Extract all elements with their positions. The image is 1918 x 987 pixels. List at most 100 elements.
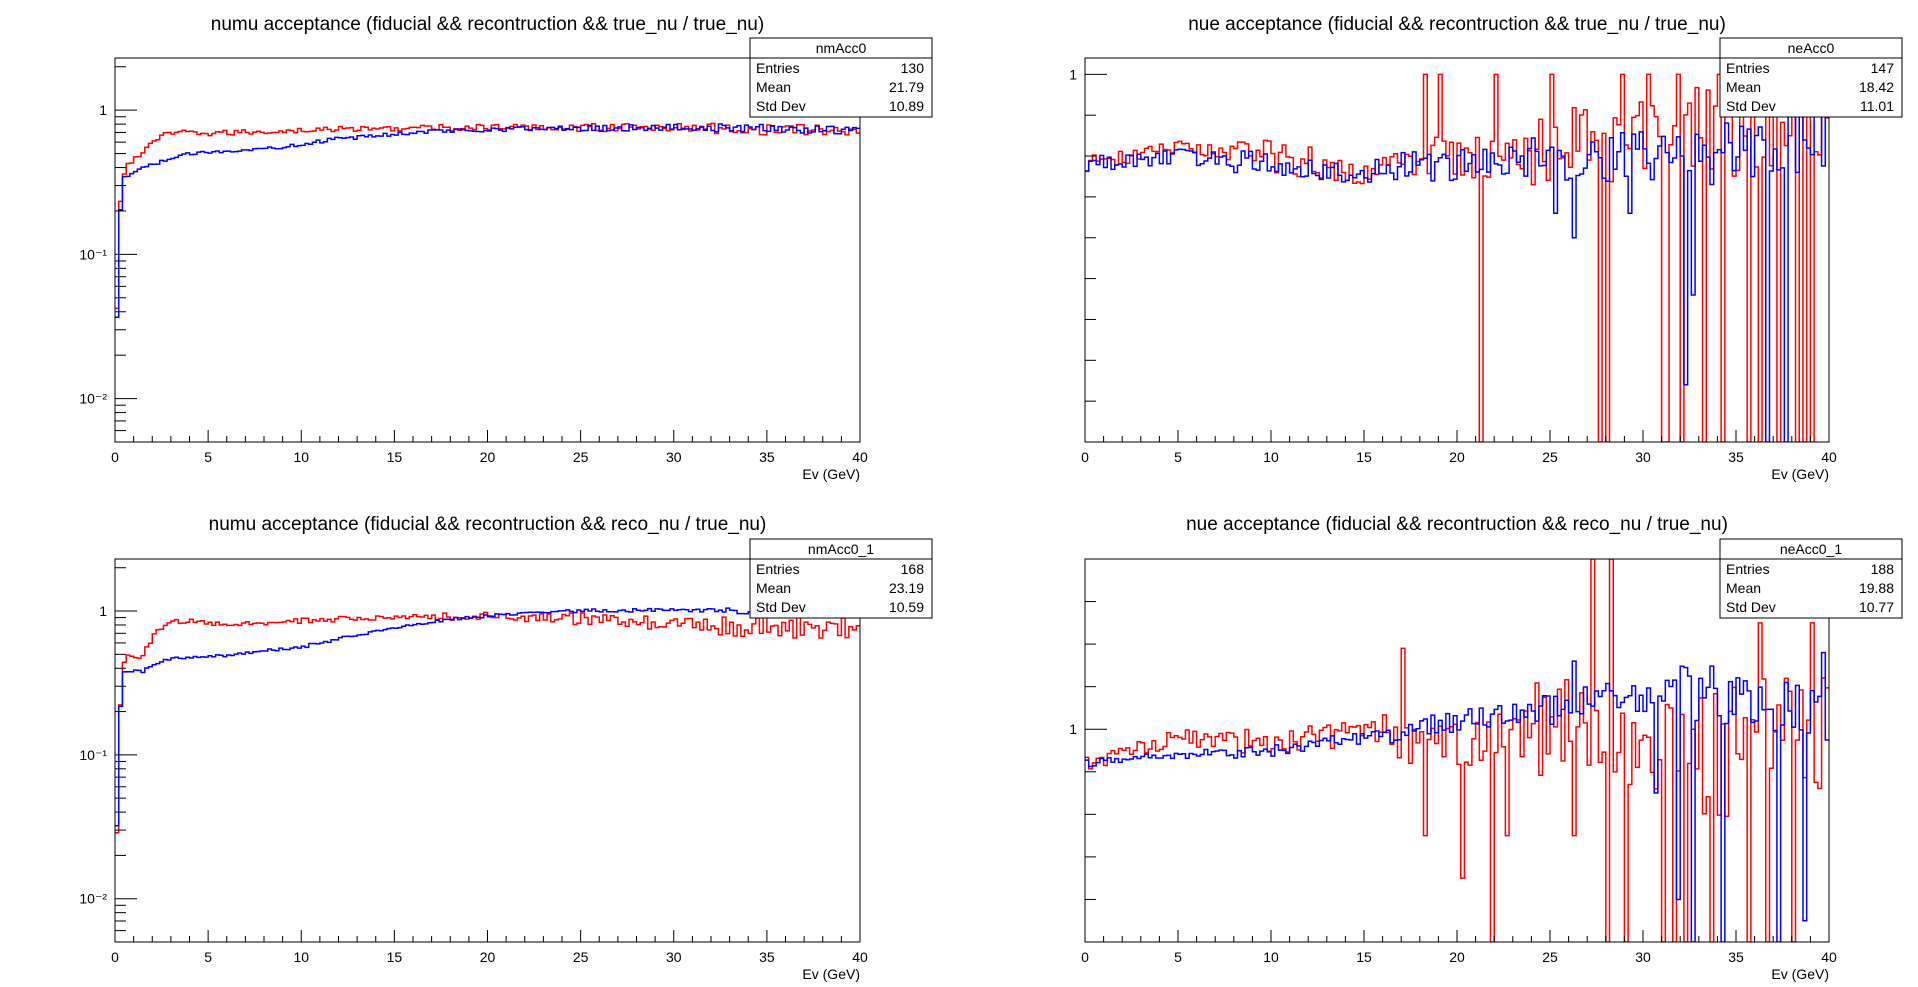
x-tick-label: 30: [1635, 949, 1651, 965]
stats-name: neAcc0: [1788, 40, 1835, 56]
series-line-2: [115, 123, 860, 318]
stats-box: neAcc0 Entries 147 Mean 18.42 Std Dev 11.01: [1719, 37, 1903, 118]
x-tick-label: 20: [480, 449, 496, 465]
x-tick-label: 25: [573, 949, 589, 965]
x-tick-label: 15: [387, 449, 403, 465]
x-tick-label: 35: [759, 949, 775, 965]
stats-value: 19.88: [1859, 580, 1894, 596]
stats-box: nmAcc0_1 Entries 168 Mean 23.19 Std Dev 10.59: [749, 538, 933, 619]
stats-label: Std Dev: [1726, 98, 1776, 114]
x-tick-label: 5: [1174, 949, 1182, 965]
y-tick-label: 10⁻²: [79, 391, 107, 407]
x-tick-label: 25: [1542, 449, 1558, 465]
x-tick-label: 20: [1449, 949, 1465, 965]
chart-title: nue acceptance (fiducial && recontructio…: [1186, 514, 1728, 535]
stats-value: 18.42: [1859, 79, 1894, 95]
series-line-2: [115, 607, 860, 827]
stats-value: 10.59: [889, 599, 924, 615]
stats-value: 168: [901, 561, 925, 577]
x-tick-label: 20: [480, 949, 496, 965]
stats-box: neAcc0_1 Entries 188 Mean 19.88 Std Dev 10.77: [1719, 538, 1903, 619]
stats-label: Entries: [756, 561, 800, 577]
x-tick-label: 30: [666, 449, 682, 465]
x-tick-label: 20: [1449, 449, 1465, 465]
stats-value: 23.19: [889, 580, 924, 596]
stats-value: 147: [1871, 60, 1895, 76]
stats-label: Mean: [1726, 79, 1761, 95]
chart-title: nue acceptance (fiducial && recontructio…: [1188, 14, 1726, 35]
stats-value: 130: [901, 60, 925, 76]
x-tick-label: 0: [111, 449, 119, 465]
x-tick-label: 5: [204, 449, 212, 465]
x-tick-label: 10: [1263, 949, 1279, 965]
y-tick-label: 1: [1069, 66, 1077, 82]
x-tick-label: 5: [204, 949, 212, 965]
stats-name: nmAcc0_1: [808, 541, 874, 557]
chart-panel-4: nue acceptance (fiducial && recontructio…: [1069, 514, 1903, 982]
x-tick-label: 0: [1081, 949, 1089, 965]
stats-label: Mean: [1726, 580, 1761, 596]
stats-label: Entries: [756, 60, 800, 76]
x-tick-label: 0: [111, 949, 119, 965]
x-tick-label: 30: [1635, 449, 1651, 465]
series-line-2: [1085, 101, 1829, 442]
stats-label: Mean: [756, 79, 791, 95]
stats-box-frame: [749, 37, 933, 118]
stats-label: Std Dev: [756, 98, 806, 114]
y-tick-label: 1: [99, 102, 107, 118]
y-tick-label: 10⁻¹: [79, 246, 107, 262]
x-tick-label: 40: [852, 949, 868, 965]
x-tick-label: 10: [293, 949, 309, 965]
stats-value: 21.79: [889, 79, 924, 95]
stats-name: neAcc0_1: [1780, 541, 1842, 557]
y-tick-label: 10⁻¹: [79, 747, 107, 763]
stats-label: Entries: [1726, 561, 1770, 577]
chart-title: numu acceptance (fiducial && recontructi…: [209, 514, 767, 535]
x-axis-label: Ev (GeV): [1771, 966, 1829, 982]
stats-value: 11.01: [1860, 98, 1894, 114]
x-tick-label: 40: [852, 449, 868, 465]
x-tick-label: 5: [1174, 449, 1182, 465]
x-axis-label: Ev (GeV): [802, 466, 860, 482]
x-tick-label: 25: [573, 449, 589, 465]
y-tick-label: 1: [1069, 721, 1077, 737]
stats-value: 188: [1871, 561, 1895, 577]
x-tick-label: 10: [293, 449, 309, 465]
stats-box-frame: [1719, 37, 1903, 118]
series-line-1: [1085, 559, 1829, 942]
x-tick-label: 10: [1263, 449, 1279, 465]
chart-panel-3: numu acceptance (fiducial && recontructi…: [79, 514, 933, 982]
chart-panel-2: nue acceptance (fiducial && recontructio…: [1069, 14, 1903, 482]
x-tick-label: 15: [1356, 949, 1372, 965]
x-tick-label: 15: [387, 949, 403, 965]
series-line-1: [115, 611, 860, 834]
x-tick-label: 15: [1356, 449, 1372, 465]
series-line-2: [1085, 651, 1829, 942]
plot-frame: [114, 57, 861, 443]
x-tick-label: 35: [759, 449, 775, 465]
chart-title: numu acceptance (fiducial && recontructi…: [211, 14, 764, 35]
stats-label: Entries: [1726, 60, 1770, 76]
stats-label: Std Dev: [756, 599, 806, 615]
x-tick-label: 40: [1821, 449, 1837, 465]
x-tick-label: 35: [1728, 949, 1744, 965]
stats-label: Std Dev: [1726, 599, 1776, 615]
stats-box-frame: [749, 538, 933, 619]
x-axis-label: Ev (GeV): [802, 966, 860, 982]
stats-label: Mean: [756, 580, 791, 596]
stats-value: 10.89: [889, 98, 924, 114]
plot-frame: [1084, 57, 1830, 443]
x-tick-label: 30: [666, 949, 682, 965]
series-line-1: [1085, 73, 1829, 442]
stats-box: nmAcc0 Entries 130 Mean 21.79 Std Dev 10.89: [749, 37, 933, 118]
x-tick-label: 0: [1081, 449, 1089, 465]
series-line-1: [115, 122, 860, 310]
chart-panel-1: numu acceptance (fiducial && recontructi…: [79, 14, 933, 482]
y-tick-label: 1: [99, 603, 107, 619]
x-tick-label: 35: [1728, 449, 1744, 465]
stats-box-frame: [1719, 538, 1903, 619]
x-tick-label: 25: [1542, 949, 1558, 965]
stats-name: nmAcc0: [816, 40, 867, 56]
y-tick-label: 10⁻²: [79, 891, 107, 907]
